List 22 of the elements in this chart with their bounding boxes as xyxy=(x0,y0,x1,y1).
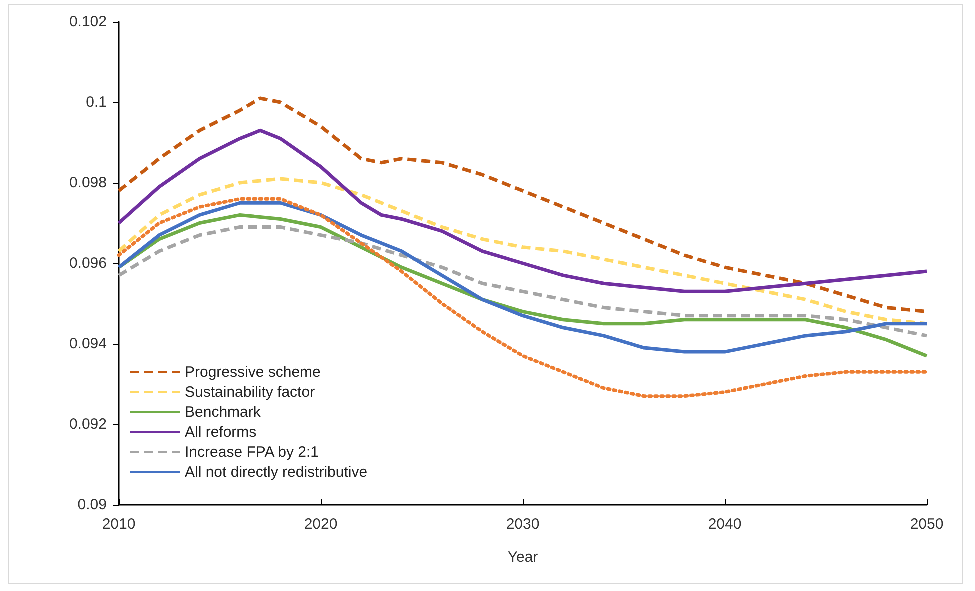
legend-label: All not directly redistributive xyxy=(185,464,368,481)
legend-label: All reforms xyxy=(185,424,257,441)
y-tick-label: 0.09 xyxy=(78,496,107,514)
legend-label: Sustainability factor xyxy=(185,384,316,401)
x-tick-label: 2040 xyxy=(708,516,742,533)
x-tick-label: 2030 xyxy=(506,516,540,533)
line-series xyxy=(117,197,929,398)
y-tick-label: 0.096 xyxy=(69,255,107,272)
x-tick-label: 2050 xyxy=(910,516,944,533)
legend-label: Increase FPA by 2:1 xyxy=(185,444,319,461)
legend-label: Progressive scheme xyxy=(185,364,321,381)
x-tick-label: 2020 xyxy=(304,516,338,533)
y-tick-label: 0.094 xyxy=(69,336,107,352)
line-series xyxy=(117,226,929,338)
line-series xyxy=(117,128,929,294)
y-tick-label: 0.098 xyxy=(69,174,107,192)
y-tick-label: 0.092 xyxy=(69,416,107,433)
legend-label: Benchmark xyxy=(185,404,262,421)
y-tick-label: 0.1 xyxy=(86,94,107,111)
y-tick-label: 0.102 xyxy=(69,14,107,30)
x-tick-label: 2010 xyxy=(102,516,136,533)
x-axis-title: Year xyxy=(508,549,538,566)
